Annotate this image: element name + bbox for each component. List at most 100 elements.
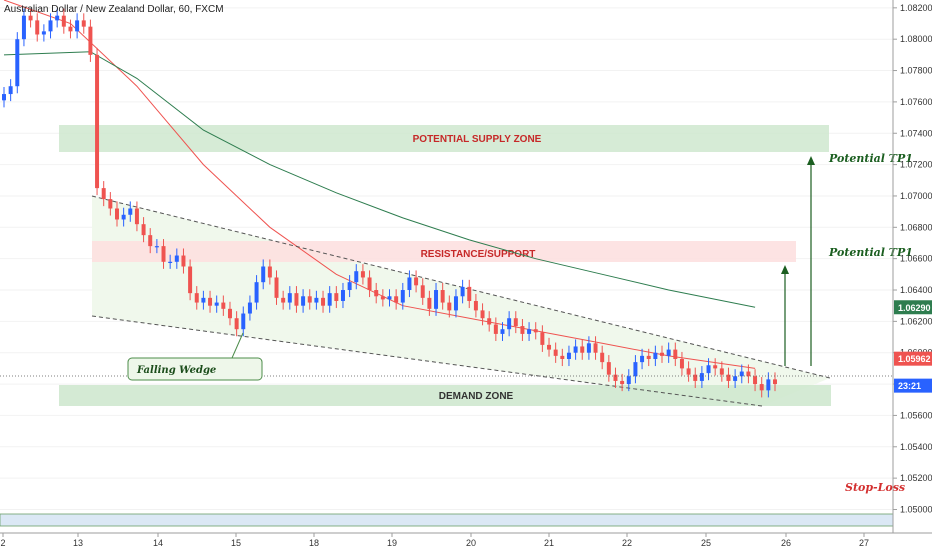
- candle-body: [633, 362, 638, 377]
- candle-body: [540, 332, 545, 345]
- candle-body: [507, 318, 512, 330]
- candle-body: [733, 376, 738, 381]
- price-tick-label: 1.07400: [900, 128, 932, 138]
- price-axis-labels: 1.06290 1.05962 23:21: [894, 300, 932, 393]
- candle-body: [766, 379, 771, 391]
- candle-body: [467, 286, 472, 301]
- candle-body: [374, 290, 379, 297]
- candle-body: [208, 297, 213, 306]
- candle-body: [321, 297, 326, 306]
- candle-body: [35, 20, 40, 35]
- candle-body: [673, 349, 678, 359]
- candle-body: [427, 297, 432, 309]
- candle-body: [48, 20, 53, 32]
- candle-body: [520, 326, 525, 334]
- candle-body: [254, 282, 259, 303]
- candle-body: [287, 293, 292, 303]
- candle-body: [746, 371, 751, 377]
- time-tick-label: 18: [309, 538, 319, 548]
- candle-body: [161, 246, 166, 262]
- candle-body: [148, 235, 153, 247]
- candle-body: [699, 373, 704, 381]
- candle-body: [108, 199, 113, 209]
- candle-body: [453, 296, 458, 311]
- moving-average-line: [3, 51, 756, 308]
- candle-body: [440, 290, 445, 303]
- falling-wedge-label: Falling Wedge: [136, 365, 216, 376]
- price-tick-label: 1.06200: [900, 316, 932, 326]
- candle-body: [679, 358, 684, 369]
- candle-body: [221, 302, 226, 309]
- candle-body: [334, 293, 339, 301]
- candle-body: [201, 297, 206, 303]
- candlesticks: [2, 8, 777, 398]
- candle-body: [640, 355, 645, 363]
- candle-body: [726, 374, 731, 381]
- price-label-text: 23:21: [898, 381, 921, 391]
- time-tick-label: 22: [622, 538, 632, 548]
- price-label-box: [894, 300, 932, 315]
- candle-body: [354, 271, 359, 283]
- time-axis[interactable]: 2 13 14 15 18 19 20 21 22 25 26 27: [0, 533, 869, 548]
- supply-zone-label: POTENTIAL SUPPLY ZONE: [413, 134, 542, 145]
- candle-body: [121, 214, 126, 220]
- candle-body: [586, 343, 591, 353]
- candle-body: [227, 308, 232, 319]
- price-tick-label: 1.07600: [900, 97, 932, 107]
- tp1-lower-label: Potential TP1: [828, 246, 913, 259]
- falling-wedge-callout[interactable]: [127, 357, 263, 381]
- candle-body: [8, 86, 13, 95]
- candle-body: [380, 296, 385, 300]
- tp1-upper-label: Potential TP1: [828, 152, 913, 165]
- candle-body: [553, 349, 558, 356]
- time-tick-label: 21: [544, 538, 554, 548]
- candle-body: [759, 384, 764, 391]
- candle-body: [360, 271, 365, 278]
- candle-body: [660, 352, 665, 356]
- candle-body: [281, 297, 286, 303]
- potential-supply-zone: [59, 125, 829, 152]
- candle-body: [420, 285, 425, 298]
- time-tick-label: 2: [0, 538, 5, 548]
- candle-body: [141, 224, 146, 236]
- demand-zone-label: DEMAND ZONE: [439, 391, 514, 402]
- candle-body: [713, 365, 718, 369]
- candle-body: [613, 374, 618, 381]
- candle-body: [400, 290, 405, 303]
- candle-body: [214, 302, 219, 306]
- resistance-support-label: RESISTANCE/SUPPORT: [421, 249, 536, 260]
- candle-body: [294, 293, 299, 306]
- price-tick-label: 1.06400: [900, 285, 932, 295]
- time-tick-label: 19: [387, 538, 397, 548]
- candle-body: [773, 379, 777, 385]
- candle-body: [247, 302, 252, 314]
- price-tick-label: 1.07200: [900, 160, 932, 170]
- candle-body: [101, 188, 106, 200]
- candle-body: [600, 352, 605, 363]
- time-tick-label: 20: [466, 538, 476, 548]
- time-tick-label: 26: [781, 538, 791, 548]
- candle-body: [626, 376, 631, 385]
- candle-body: [174, 255, 179, 262]
- candle-body: [95, 54, 100, 189]
- candle-body: [75, 20, 80, 32]
- candle-body: [128, 208, 133, 215]
- candle-body: [181, 255, 186, 267]
- candle-body: [261, 266, 266, 283]
- price-tick-label: 1.06600: [900, 254, 932, 264]
- chart-title: Australian Dollar / New Zealand Dollar, …: [4, 4, 224, 15]
- candle-body: [646, 355, 651, 359]
- candle-body: [327, 293, 332, 306]
- candle-body: [487, 318, 492, 325]
- stop-loss-band: [0, 513, 894, 527]
- tp1-lower-arrowhead: [781, 265, 789, 274]
- price-tick-label: 1.05600: [900, 410, 932, 420]
- price-tick-label: 1.08200: [900, 3, 932, 13]
- candle-body: [274, 277, 279, 298]
- candle-body: [739, 371, 744, 377]
- candle-body: [500, 329, 505, 334]
- candle-body: [533, 329, 538, 333]
- price-tick-label: 1.08000: [900, 34, 932, 44]
- candle-body: [307, 296, 312, 303]
